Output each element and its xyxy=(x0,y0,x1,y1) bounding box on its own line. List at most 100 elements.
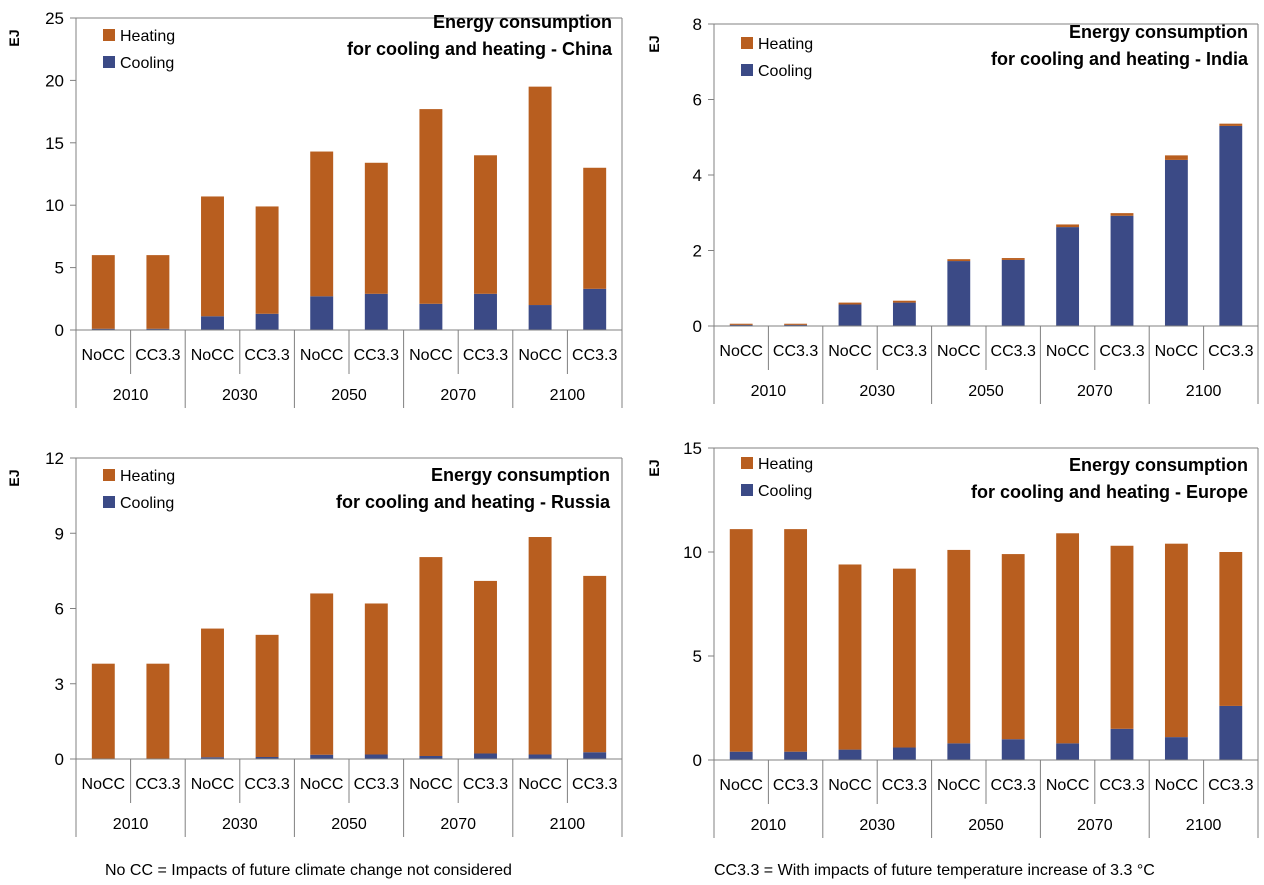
y-tick-label: 6 xyxy=(693,91,702,110)
y-tick-label: 10 xyxy=(45,196,64,215)
bar-heating xyxy=(838,302,862,305)
x-scenario-label: NoCC xyxy=(300,776,344,793)
bar-heating xyxy=(419,109,443,304)
x-scenario-label: NoCC xyxy=(1046,777,1090,794)
bar-heating xyxy=(892,568,916,748)
bar-cooling xyxy=(1219,125,1243,326)
bar-cooling xyxy=(419,303,443,330)
y-tick-label: 5 xyxy=(55,259,64,278)
bar-cooling xyxy=(1164,737,1188,760)
x-scenario-label: CC3.3 xyxy=(463,776,508,793)
x-scenario-label: CC3.3 xyxy=(991,343,1036,360)
x-year-label: 2010 xyxy=(113,387,149,404)
x-year-label: 2070 xyxy=(440,387,476,404)
legend-label-cooling: Cooling xyxy=(758,483,812,500)
bar-heating xyxy=(1164,155,1188,160)
bar-cooling xyxy=(583,288,607,330)
chart-title-line: for cooling and heating - China xyxy=(347,39,613,59)
legend-swatch-heating xyxy=(741,37,753,49)
bar-cooling xyxy=(1110,728,1134,760)
x-year-label: 2100 xyxy=(1186,383,1222,400)
legend-swatch-cooling xyxy=(103,56,115,68)
x-scenario-label: CC3.3 xyxy=(1208,343,1253,360)
y-tick-label: 0 xyxy=(693,317,702,336)
legend-label-heating: Heating xyxy=(120,28,175,45)
bar-cooling xyxy=(583,752,607,759)
bar-heating xyxy=(310,593,334,755)
bar-heating xyxy=(1056,533,1080,744)
x-year-label: 2050 xyxy=(968,817,1004,834)
bar-heating xyxy=(784,323,808,325)
bar-heating xyxy=(528,537,552,755)
x-year-label: 2030 xyxy=(859,817,895,834)
bar-heating xyxy=(947,549,971,744)
bar-heating xyxy=(474,580,497,754)
y-tick-label: 8 xyxy=(693,15,702,34)
bar-heating xyxy=(1056,224,1080,228)
x-year-label: 2010 xyxy=(751,817,787,834)
y-axis-label: EJ xyxy=(6,469,22,486)
x-year-label: 2030 xyxy=(222,387,258,404)
legend-label-heating: Heating xyxy=(120,468,175,485)
x-scenario-label: NoCC xyxy=(719,777,763,794)
x-scenario-label: NoCC xyxy=(828,343,872,360)
x-scenario-label: CC3.3 xyxy=(244,347,289,364)
x-year-label: 2050 xyxy=(331,816,367,833)
bar-heating xyxy=(583,167,607,289)
chart-title-line: for cooling and heating - Europe xyxy=(971,482,1248,502)
legend-swatch-heating xyxy=(103,29,115,41)
x-scenario-label: NoCC xyxy=(82,776,126,793)
bar-heating xyxy=(784,529,808,752)
x-year-label: 2050 xyxy=(968,383,1004,400)
bar-cooling xyxy=(1164,159,1188,326)
chart-title-line: Energy consumption xyxy=(431,465,610,485)
bar-cooling xyxy=(474,753,497,759)
bar-cooling xyxy=(892,747,916,760)
bar-heating xyxy=(91,255,115,329)
chart-title-line: for cooling and heating - India xyxy=(991,49,1249,69)
bar-heating xyxy=(729,529,753,752)
y-tick-label: 5 xyxy=(693,647,702,666)
bar-cooling xyxy=(364,754,388,759)
y-tick-label: 15 xyxy=(683,440,702,458)
bar-cooling xyxy=(1056,227,1080,326)
y-tick-label: 15 xyxy=(45,134,64,153)
bar-cooling xyxy=(528,305,552,330)
legend-swatch-cooling xyxy=(103,496,115,508)
bar-cooling xyxy=(255,756,279,759)
bar-cooling xyxy=(947,261,971,326)
bar-cooling xyxy=(91,328,115,330)
bar-cooling xyxy=(784,324,808,326)
x-scenario-label: CC3.3 xyxy=(882,777,927,794)
x-year-label: 2010 xyxy=(751,383,787,400)
bar-cooling xyxy=(255,313,279,330)
bar-heating xyxy=(1001,554,1025,740)
europe-chart-svg: 0 5 10 15 EJ NoCC CC3.3 NoCC CC3.3 NoCC CC3.3 NoCC C… xyxy=(646,440,1259,838)
y-axis-label: EJ xyxy=(646,35,662,52)
bar-heating xyxy=(838,564,862,750)
x-scenario-label: CC3.3 xyxy=(882,343,927,360)
x-scenario-label: CC3.3 xyxy=(354,776,399,793)
x-scenario-label: CC3.3 xyxy=(572,347,617,364)
x-scenario-label: NoCC xyxy=(828,777,872,794)
x-year-label: 2100 xyxy=(550,387,586,404)
x-year-label: 2010 xyxy=(113,816,149,833)
x-year-label: 2100 xyxy=(1186,817,1222,834)
bar-cooling xyxy=(310,754,334,759)
x-scenario-label: NoCC xyxy=(191,776,235,793)
y-axis-label: EJ xyxy=(646,459,662,476)
bar-cooling xyxy=(1001,259,1025,326)
y-tick-label: 0 xyxy=(55,750,64,769)
y-axis-label: EJ xyxy=(6,29,22,46)
bar-heating xyxy=(947,259,971,262)
bar-cooling xyxy=(310,296,334,330)
bar-cooling xyxy=(947,743,971,760)
bar-heating xyxy=(474,155,497,294)
russia-chart-svg: 0 3 6 9 12 EJ NoCC CC3.3 NoCC CC3.3 NoCC CC3.3 NoCC C… xyxy=(6,449,623,837)
x-scenario-label: CC3.3 xyxy=(354,347,399,364)
x-scenario-label: NoCC xyxy=(300,347,344,364)
y-tick-label: 2 xyxy=(693,242,702,261)
x-scenario-label: CC3.3 xyxy=(773,777,818,794)
bar-cooling xyxy=(1001,739,1025,760)
chart-title-line: Energy consumption xyxy=(433,12,612,32)
